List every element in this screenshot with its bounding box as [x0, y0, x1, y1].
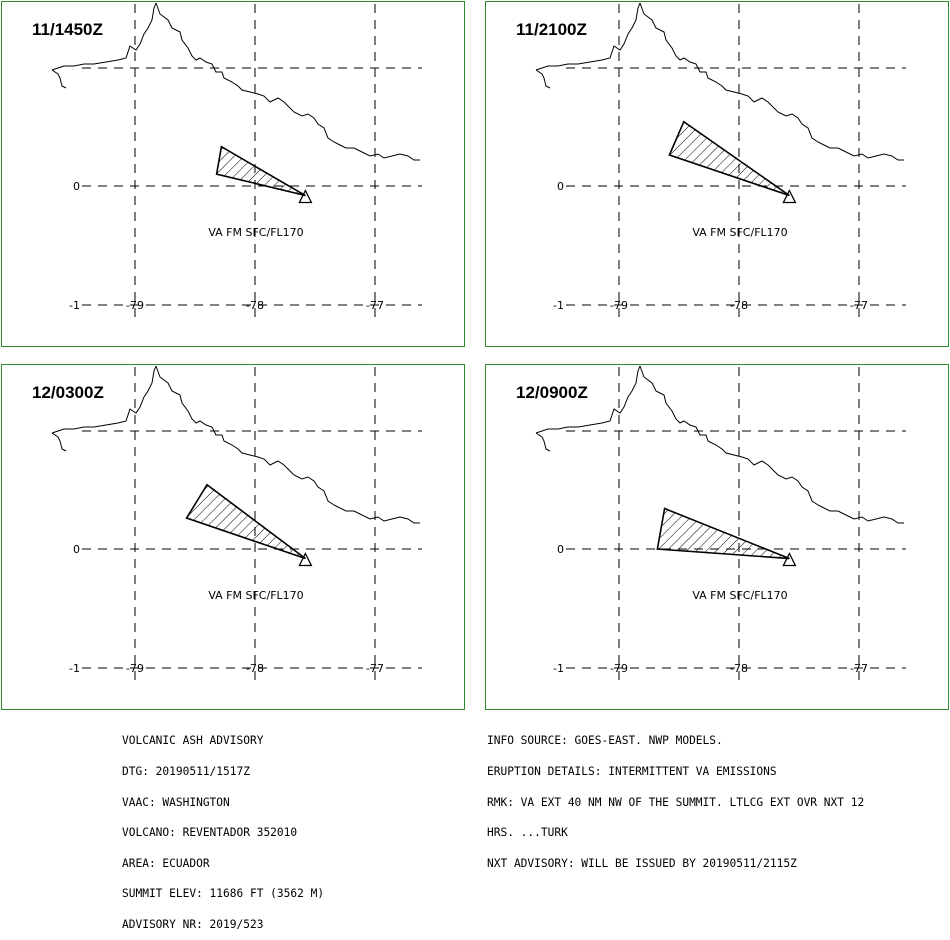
ash-layer-label: VA FM SFC/FL170 [692, 226, 787, 239]
footer-line: HRS. ...TURK [487, 826, 568, 840]
coastline [51, 365, 420, 524]
footer-line: ERUPTION DETAILS: INTERMITTENT VA EMISSI… [487, 765, 777, 778]
footer-line: DTG: 20190511/1517Z [122, 765, 250, 778]
ash-layer-label: VA FM SFC/FL170 [208, 226, 303, 239]
coastline [51, 2, 420, 161]
footer-line: NXT ADVISORY: WILL BE ISSUED BY 20190511… [487, 856, 797, 870]
lon-label: -77 [850, 299, 868, 312]
triangle-icon [298, 552, 313, 567]
lat-label: -1 [69, 662, 80, 675]
triangle-icon [782, 189, 797, 204]
footer-line: AREA: ECUADOR [122, 856, 210, 870]
ash-layer-label: VA FM SFC/FL170 [692, 589, 787, 602]
lon-label: -77 [850, 662, 868, 675]
ash-map: 0 -1 -79 -78 -77 VA FM SFC/FL170 [535, 365, 906, 683]
lon-label: -78 [730, 299, 748, 312]
lat-label: 0 [557, 180, 564, 193]
footer-line: SUMMIT ELEV: 11686 FT (3562 M) [122, 887, 325, 901]
lon-label: -78 [246, 662, 264, 675]
lon-label: -79 [126, 662, 144, 675]
forecast-panel: 0 -1 -79 -78 -77 VA FM SFC/FL170 11/1450Z [1, 1, 465, 347]
ash-cloud-polygon [185, 483, 306, 560]
panel-time-title: 11/2100Z [516, 20, 587, 39]
footer-line: VOLCANIC ASH ADVISORY [122, 734, 264, 748]
footer-line: ADVISORY NR: 2019/523 [122, 917, 264, 931]
footer-line: VAAC: WASHINGTON [122, 795, 230, 809]
footer-line: VOLCANO: REVENTADOR 352010 [122, 826, 298, 840]
advisory-info-right: INFO SOURCE: GOES-EAST. NWP MODELS. ERUP… [487, 716, 864, 879]
forecast-panel: 0 -1 -79 -78 -77 VA FM SFC/FL170 12/0300Z [1, 364, 465, 710]
lat-label: -1 [553, 662, 564, 675]
footer-line: RMK: VA EXT 40 NM NW OF THE SUMMIT. LTLC… [487, 795, 865, 809]
lon-label: -78 [246, 299, 264, 312]
ash-map: 0 -1 -79 -78 -77 VA FM SFC/FL170 [51, 365, 422, 683]
ash-cloud-polygon [215, 145, 306, 197]
ash-map: 0 -1 -79 -78 -77 VA FM SFC/FL170 [535, 2, 906, 320]
lat-label: -1 [69, 299, 80, 312]
coastline [535, 365, 904, 524]
lon-label: -77 [366, 299, 384, 312]
graticule [566, 367, 906, 683]
lon-label: -79 [126, 299, 144, 312]
coastline [535, 2, 904, 161]
panel-time-title: 12/0900Z [516, 383, 588, 402]
advisory-info-left: VOLCANIC ASH ADVISORY DTG: 20190511/1517… [122, 716, 324, 940]
footer-line: INFO SOURCE: GOES-EAST. NWP MODELS. [487, 734, 723, 748]
ash-cloud-polygon [668, 120, 790, 197]
lat-label: 0 [557, 543, 564, 556]
ash-map: 0 -1 -79 -78 -77 VA FM SFC/FL170 [51, 2, 422, 320]
panel-time-title: 11/1450Z [32, 20, 103, 39]
graticule [82, 367, 422, 683]
lon-label: -79 [610, 299, 628, 312]
triangle-icon [782, 552, 797, 567]
ash-layer-label: VA FM SFC/FL170 [208, 589, 303, 602]
lon-label: -77 [366, 662, 384, 675]
triangle-icon [298, 189, 313, 204]
lat-label: -1 [553, 299, 564, 312]
panel-time-title: 12/0300Z [32, 383, 104, 402]
graticule [566, 4, 906, 320]
ash-cloud-polygon [656, 507, 790, 560]
graticule [82, 4, 422, 320]
lat-label: 0 [73, 180, 80, 193]
forecast-panel: 0 -1 -79 -78 -77 VA FM SFC/FL170 11/2100Z [485, 1, 949, 347]
lat-label: 0 [73, 543, 80, 556]
lon-label: -78 [730, 662, 748, 675]
forecast-panel: 0 -1 -79 -78 -77 VA FM SFC/FL170 12/0900Z [485, 364, 949, 710]
lon-label: -79 [610, 662, 628, 675]
